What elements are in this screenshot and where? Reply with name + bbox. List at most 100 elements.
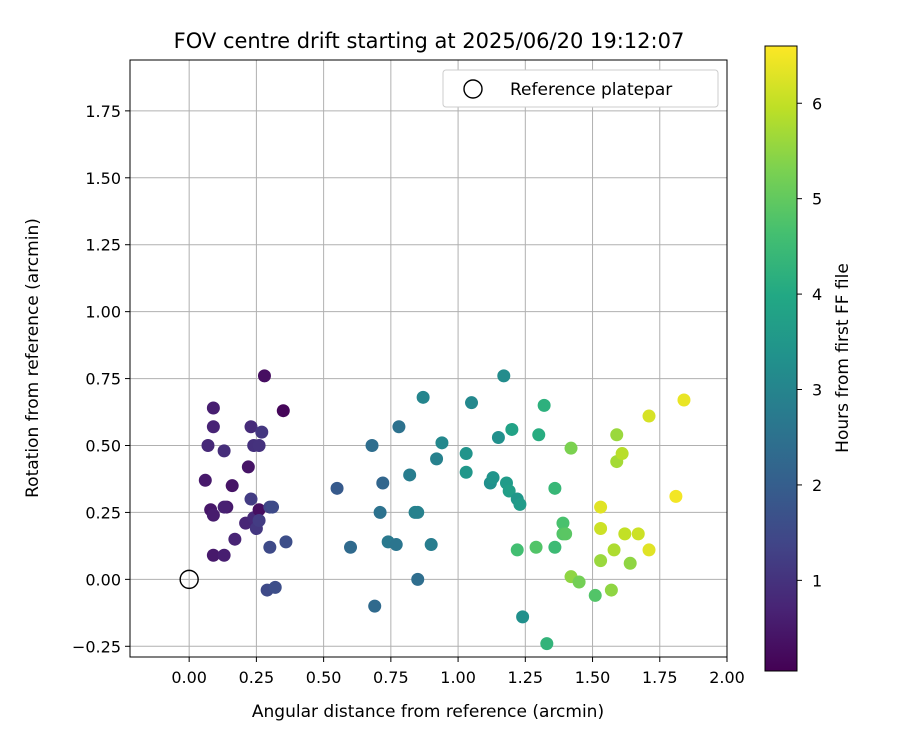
data-point bbox=[201, 439, 215, 453]
data-points bbox=[198, 369, 691, 651]
data-point bbox=[631, 527, 645, 541]
data-point bbox=[252, 439, 266, 453]
data-point bbox=[435, 436, 449, 450]
data-point bbox=[642, 409, 656, 423]
data-point bbox=[548, 481, 562, 495]
data-point bbox=[244, 420, 258, 434]
data-point bbox=[373, 505, 387, 519]
y-tick-label: 1.25 bbox=[85, 236, 121, 255]
data-point bbox=[459, 447, 473, 461]
chart-title: FOV centre drift starting at 2025/06/20 … bbox=[174, 29, 685, 53]
data-point bbox=[618, 527, 632, 541]
data-point bbox=[241, 460, 255, 474]
data-point bbox=[255, 425, 269, 439]
x-tick-label: 0.75 bbox=[373, 668, 409, 687]
data-point bbox=[564, 441, 578, 455]
data-point bbox=[604, 583, 618, 597]
data-point bbox=[556, 516, 570, 530]
data-point bbox=[615, 447, 629, 461]
x-tick-label: 1.50 bbox=[575, 668, 611, 687]
data-point bbox=[198, 473, 212, 487]
data-point bbox=[403, 468, 417, 482]
data-point bbox=[411, 505, 425, 519]
data-point bbox=[279, 535, 293, 549]
data-point bbox=[228, 532, 242, 546]
legend-box bbox=[442, 69, 719, 108]
data-point bbox=[257, 369, 271, 383]
y-tick-label: 0.25 bbox=[85, 503, 121, 522]
data-point bbox=[376, 476, 390, 490]
data-point bbox=[510, 543, 524, 557]
x-axis-ticks: 0.00 0.25 0.50 0.75 1.00 1.25 1.50 1.75 2.00 bbox=[171, 657, 745, 687]
data-point bbox=[263, 540, 277, 554]
data-point bbox=[642, 543, 656, 557]
data-point bbox=[486, 471, 500, 485]
data-point bbox=[266, 500, 280, 514]
data-point bbox=[497, 369, 511, 383]
data-point bbox=[365, 439, 379, 453]
data-point bbox=[459, 465, 473, 479]
data-point bbox=[559, 527, 573, 541]
data-point bbox=[430, 452, 444, 466]
y-axis-label: Rotation from reference (arcmin) bbox=[23, 218, 43, 498]
data-point bbox=[252, 503, 266, 517]
data-point bbox=[225, 479, 239, 493]
legend-marker bbox=[463, 79, 483, 99]
data-point bbox=[502, 484, 516, 498]
x-tick-label: 1.00 bbox=[440, 668, 476, 687]
data-point bbox=[206, 508, 220, 522]
y-axis-ticks: −0.25 0.00 0.25 0.50 0.75 1.00 1.25 1.50 1.75 bbox=[72, 102, 130, 656]
data-point bbox=[411, 572, 425, 586]
colorbar-ticks: 1 2 3 4 5 6 bbox=[797, 94, 822, 590]
data-point bbox=[465, 396, 479, 410]
data-point bbox=[217, 500, 231, 514]
colorbar-tick-label: 3 bbox=[812, 381, 822, 400]
data-point bbox=[491, 430, 505, 444]
data-point bbox=[416, 390, 430, 404]
data-point bbox=[594, 500, 608, 514]
colorbar-label: Hours from first FF file bbox=[833, 263, 853, 453]
y-tick-label: 1.00 bbox=[85, 303, 121, 322]
colorbar-tick-label: 1 bbox=[812, 571, 822, 590]
data-point bbox=[268, 580, 282, 594]
colorbar-tick-label: 4 bbox=[812, 285, 822, 304]
data-point bbox=[607, 543, 621, 557]
data-point bbox=[206, 420, 220, 434]
data-point bbox=[206, 548, 220, 562]
data-point bbox=[505, 422, 519, 436]
data-point bbox=[513, 497, 527, 511]
colorbar-tick-label: 6 bbox=[812, 94, 822, 113]
data-point bbox=[594, 521, 608, 535]
x-tick-label: 2.00 bbox=[709, 668, 745, 687]
legend: Reference platepar bbox=[442, 69, 719, 108]
data-point bbox=[368, 599, 382, 613]
y-tick-label: −0.25 bbox=[72, 637, 121, 656]
data-point bbox=[217, 548, 231, 562]
y-tick-label: 0.00 bbox=[85, 570, 121, 589]
data-point bbox=[537, 398, 551, 412]
data-point bbox=[623, 556, 637, 570]
y-tick-label: 1.50 bbox=[85, 169, 121, 188]
data-point bbox=[610, 428, 624, 442]
y-tick-label: 1.75 bbox=[85, 102, 121, 121]
data-point bbox=[389, 538, 403, 552]
data-point bbox=[540, 637, 554, 651]
x-axis-label: Angular distance from reference (arcmin) bbox=[252, 702, 604, 722]
grid bbox=[130, 60, 728, 657]
data-point bbox=[677, 393, 691, 407]
data-point bbox=[424, 538, 438, 552]
data-point bbox=[344, 540, 358, 554]
data-point bbox=[532, 428, 546, 442]
x-tick-label: 1.75 bbox=[642, 668, 678, 687]
legend-entry: Reference platepar bbox=[510, 80, 672, 100]
reference-platepar-marker bbox=[179, 569, 199, 590]
data-point bbox=[276, 404, 290, 418]
data-point bbox=[392, 420, 406, 434]
data-point bbox=[206, 401, 220, 415]
data-point bbox=[330, 481, 344, 495]
data-point bbox=[669, 489, 683, 503]
data-point bbox=[529, 540, 543, 554]
y-tick-label: 0.75 bbox=[85, 370, 121, 389]
data-point bbox=[516, 610, 530, 624]
